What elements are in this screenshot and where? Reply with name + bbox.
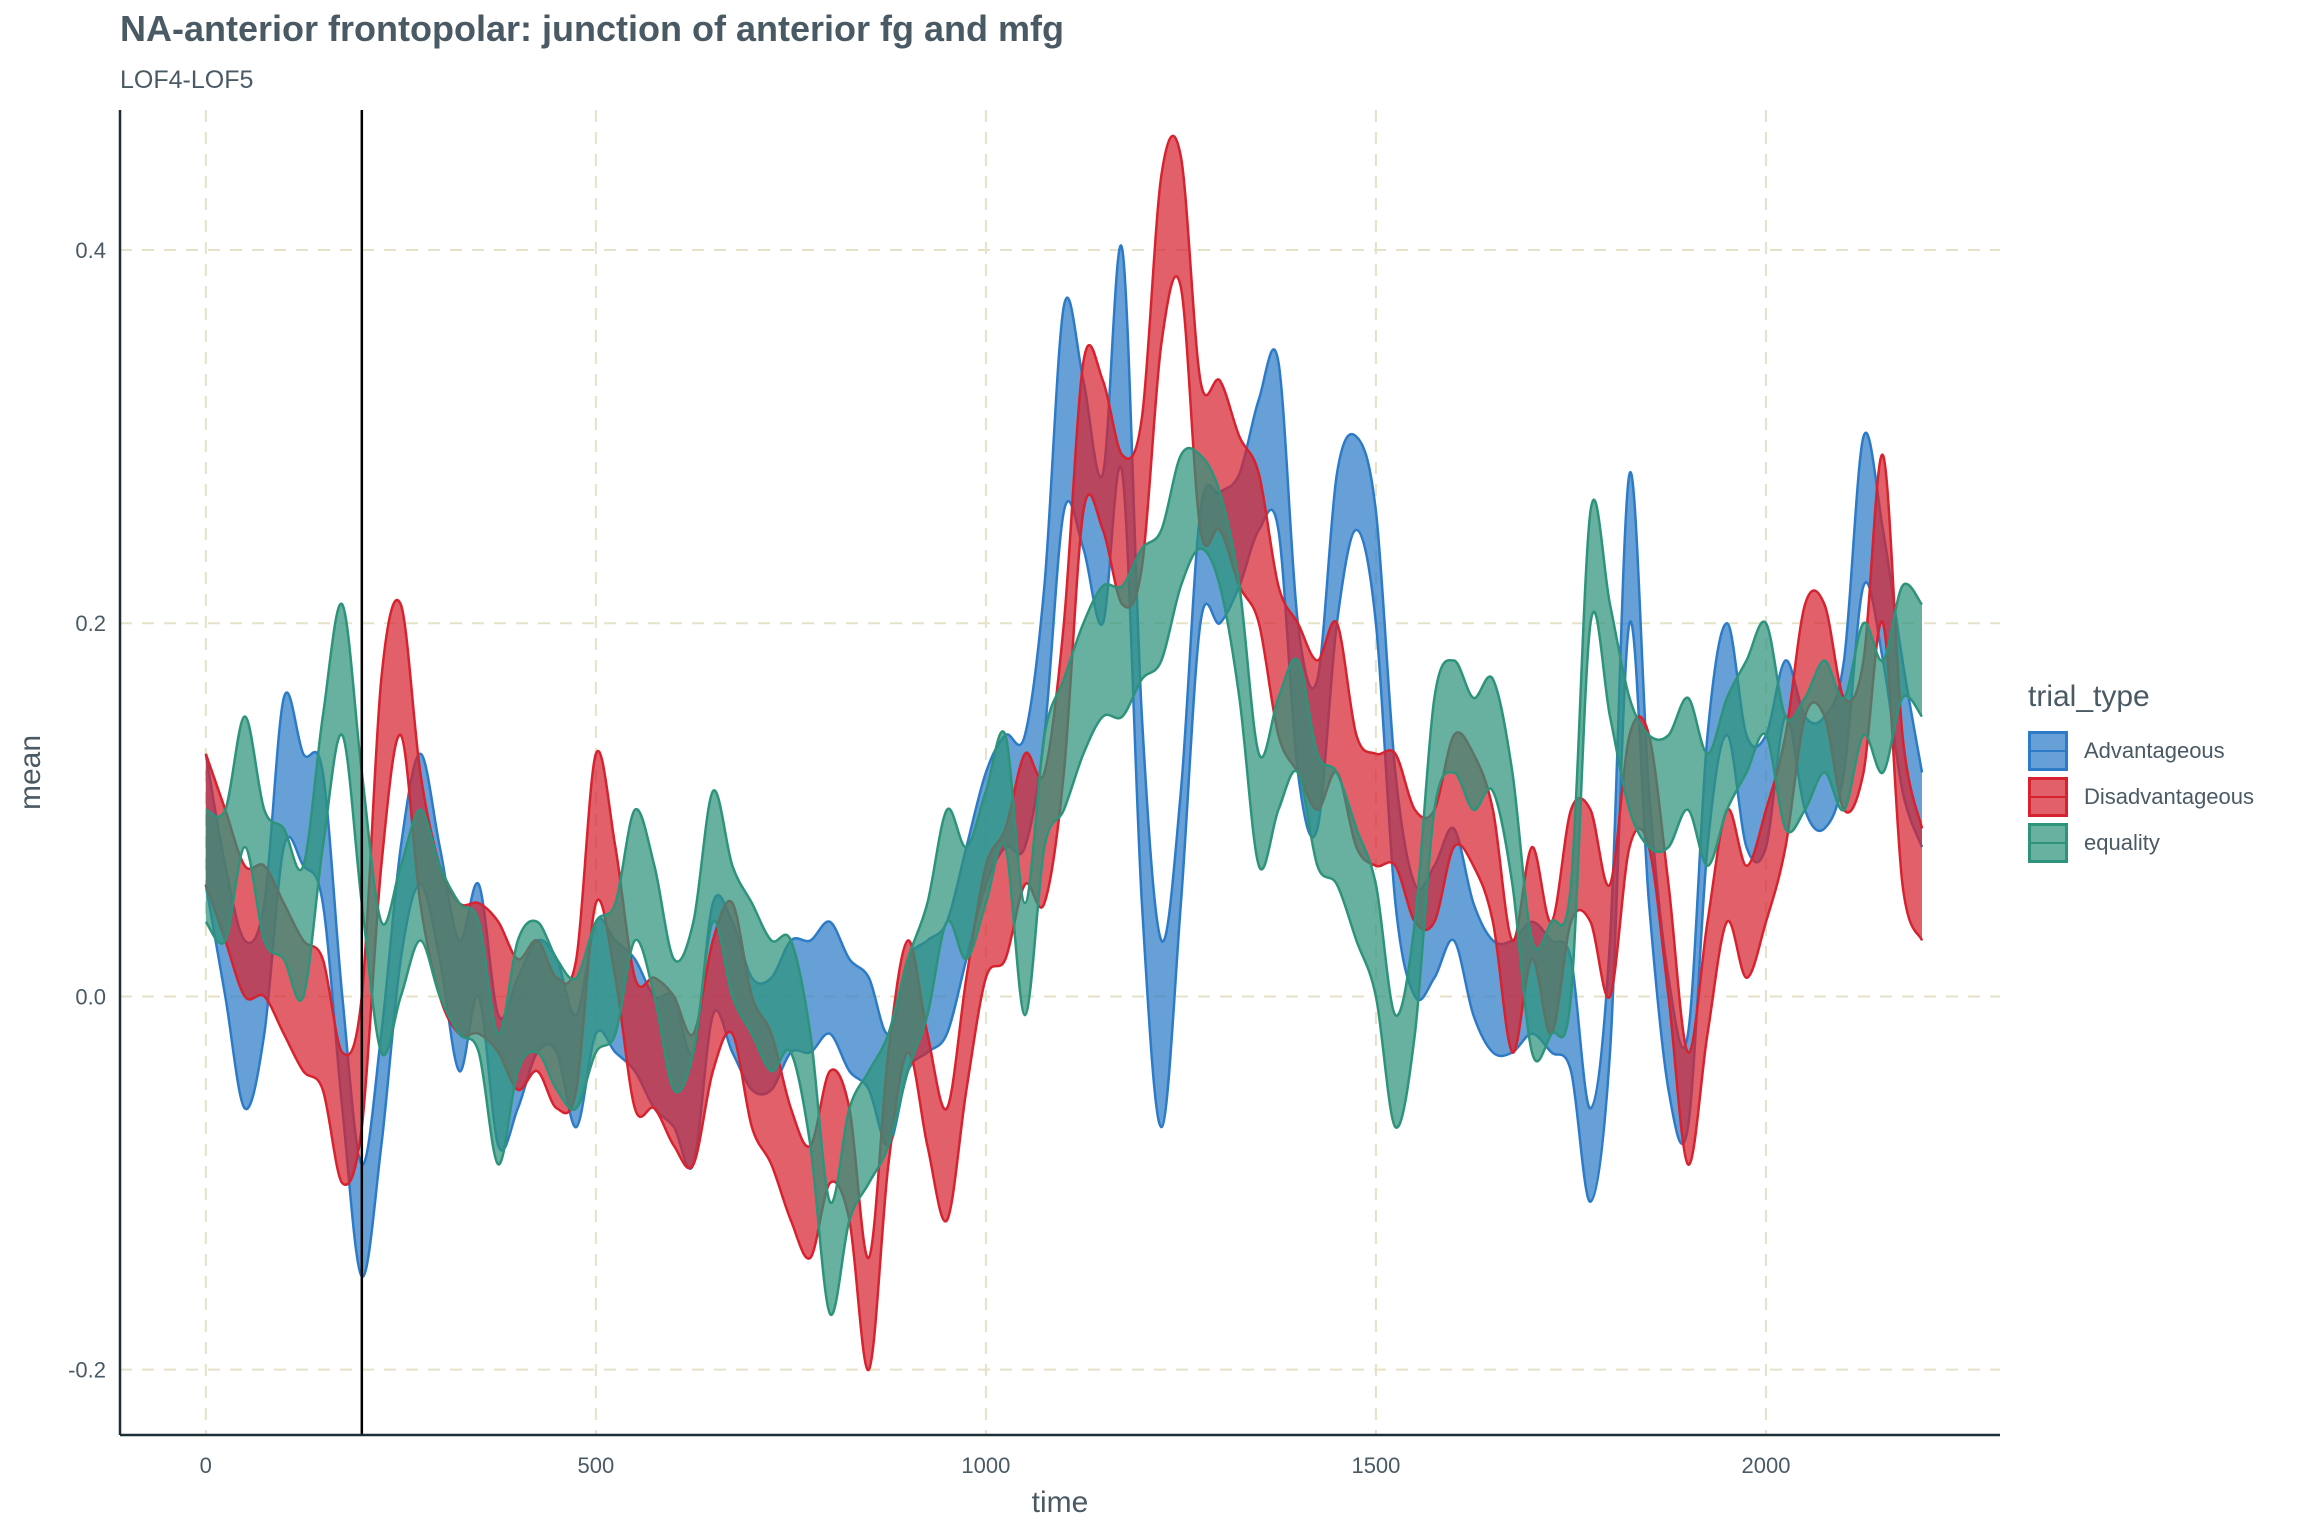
x-tick-label: 2000 (1741, 1453, 1790, 1478)
legend-item: Advantageous (2028, 728, 2254, 774)
series-bands (204, 134, 1924, 1371)
legend-key-swatch (2028, 823, 2068, 863)
x-tick-label: 1000 (961, 1453, 1010, 1478)
y-tick-label: -0.2 (68, 1358, 106, 1383)
legend-item: Disadvantageous (2028, 774, 2254, 820)
lower-line-equality (204, 547, 1923, 1317)
legend: trial_type Advantageous Disadvantageous eq… (2028, 680, 2254, 866)
axes (118, 110, 2000, 1437)
y-tick-label: 0.0 (75, 984, 106, 1009)
y-tick-label: 0.2 (75, 611, 106, 636)
legend-items: Advantageous Disadvantageous equality (2028, 728, 2254, 866)
tick-labels: 0 500 1000 1500 2000 -0.2 0.0 0.2 0.4 (68, 238, 1790, 1478)
y-tick-label: 0.4 (75, 238, 106, 263)
legend-item: equality (2028, 820, 2254, 866)
legend-title: trial_type (2028, 680, 2150, 713)
x-tick-label: 0 (200, 1453, 212, 1478)
legend-label: equality (2084, 830, 2160, 855)
x-tick-label: 500 (577, 1453, 614, 1478)
upper-line-equality (205, 446, 1923, 1205)
legend-label: Disadvantageous (2084, 784, 2255, 809)
x-tick-label: 1500 (1351, 1453, 1400, 1478)
x-axis-title: time (1032, 1486, 1089, 1519)
chart-title: NA-anterior frontopolar: junction of ant… (120, 8, 1064, 49)
legend-key-swatch (2028, 731, 2068, 771)
legend-key-swatch (2028, 777, 2068, 817)
y-axis-title: mean (14, 735, 47, 810)
chart-subtitle: LOF4-LOF5 (120, 66, 254, 94)
legend-label: Advantageous (2084, 738, 2225, 763)
